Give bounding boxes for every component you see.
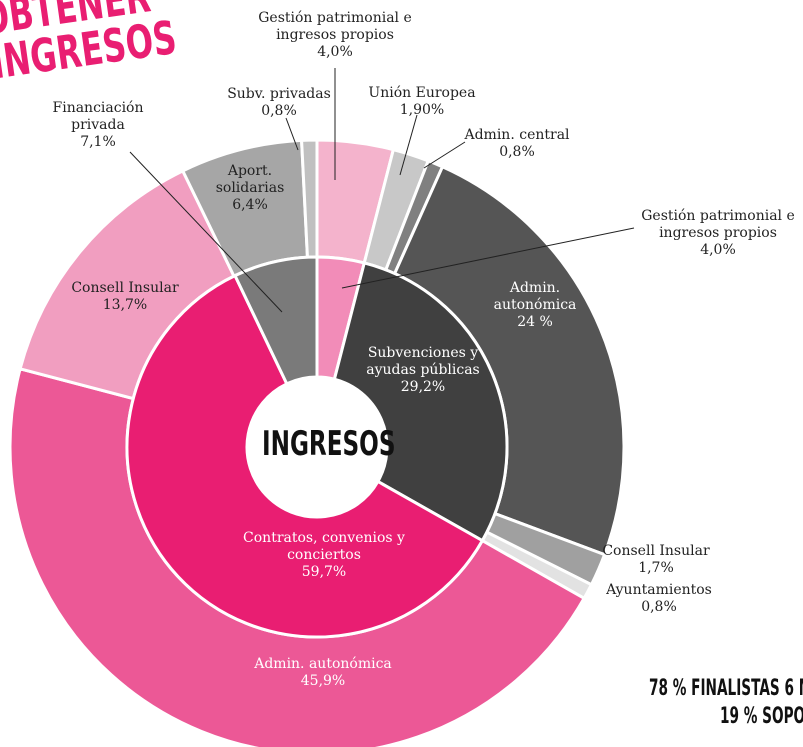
slice-value: 4,0% <box>700 242 736 258</box>
slice-name: Admin. autonómica <box>254 656 392 672</box>
leader-line <box>423 141 466 169</box>
slice-name: Admin. autonómica <box>493 280 577 313</box>
leader-line <box>399 114 418 176</box>
slice-value: 45,9% <box>300 673 346 689</box>
outer-label: Admin. autonómica 45,9% <box>213 656 433 690</box>
outer-label: Unión Europea 1,90% <box>362 85 482 119</box>
inner-label: Contratos, convenios y conciertos 59,7% <box>224 530 424 581</box>
slice-value: 59,7% <box>301 564 347 580</box>
inner-label: Gestión patrimonial e ingresos propios 4,… <box>632 208 803 259</box>
leader-line <box>129 151 283 313</box>
leader-line <box>285 117 299 151</box>
slice-name: Gestión patrimonial e ingresos propios <box>641 208 795 241</box>
slice-name: Aport. solidarias <box>215 163 285 196</box>
inner-label: Subvenciones y ayudas públicas 29,2% <box>363 345 483 396</box>
annotation: 78 % FINALISTAS 6 M <box>649 676 803 701</box>
outer-label: Subv. privadas 0,8% <box>222 86 337 120</box>
slice-value: 4,0% <box>317 44 353 60</box>
slice-value: 0,8% <box>261 103 297 119</box>
center-title: INGRESOS <box>262 424 396 464</box>
outer-label: Aport. solidarias 6,4% <box>210 163 290 214</box>
inner-label: Financiación privada 7,1% <box>38 100 158 151</box>
slice-value: 1,90% <box>399 102 445 118</box>
outer-label: Consell Insular 13,7% <box>55 280 195 314</box>
outer-label: Admin. central 0,8% <box>452 127 582 161</box>
slice-name: Financiación privada <box>52 100 144 133</box>
slice-value: 1,7% <box>638 560 674 576</box>
slice-value: 6,4% <box>232 197 268 213</box>
annotation: 19 % SOPOI <box>720 704 803 729</box>
slice-name: Unión Europea <box>368 85 476 101</box>
outer-label: Ayuntamientos 0,8% <box>594 582 724 616</box>
leader-line <box>341 227 635 289</box>
slice-value: 13,7% <box>102 297 148 313</box>
slice-name: Consell Insular <box>602 543 710 559</box>
slice-value: 7,1% <box>80 134 116 150</box>
slice-value: 0,8% <box>641 599 677 615</box>
outer-label: Consell Insular 1,7% <box>591 543 721 577</box>
slice-name: Contratos, convenios y conciertos <box>243 530 405 563</box>
slice-value: 0,8% <box>499 144 535 160</box>
slice-name: Subv. privadas <box>227 86 331 102</box>
slice-name: Gestión patrimonial e ingresos propios <box>258 10 412 43</box>
slice-value: 29,2% <box>400 379 446 395</box>
outer-label: Admin. autonómica 24 % <box>488 280 583 331</box>
outer-label: Gestión patrimonial e ingresos propios 4,… <box>248 10 423 61</box>
center-hole <box>247 377 387 517</box>
slice-value: 24 % <box>517 314 553 330</box>
slice-name: Ayuntamientos <box>606 582 712 598</box>
slice-name: Consell Insular <box>71 280 179 296</box>
leader-lines <box>129 68 635 313</box>
slice-name: Subvenciones y ayudas públicas <box>366 345 480 378</box>
slice-name: Admin. central <box>464 127 570 143</box>
